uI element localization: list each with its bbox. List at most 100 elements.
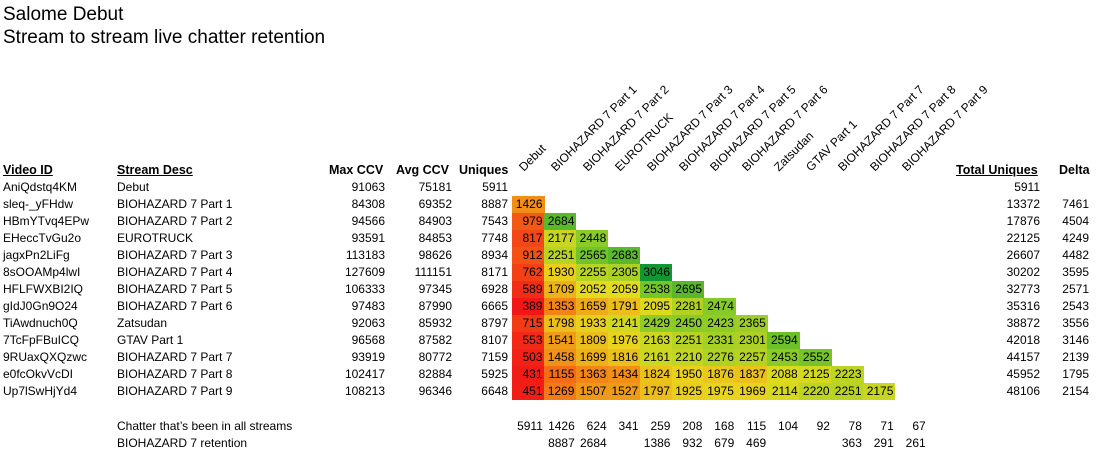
stream-desc: EUROTRUCK (117, 231, 194, 245)
delta: 3556 (1062, 316, 1089, 330)
delta: 4482 (1062, 248, 1089, 262)
retention-cell: 1837 (735, 366, 768, 383)
avg-ccv: 80772 (418, 350, 452, 364)
uniques: 8797 (481, 316, 508, 330)
max-ccv: 93591 (351, 231, 385, 245)
retention-cell: 2305 (607, 264, 641, 281)
delta: 1795 (1062, 367, 1089, 381)
retention-cell: 2114 (767, 383, 800, 400)
max-ccv: 113183 (345, 248, 385, 262)
total-uniques: 26607 (1006, 248, 1040, 262)
retention-cell: 2220 (799, 383, 832, 400)
retention-cell: 2683 (607, 247, 641, 264)
retention-cell: 2552 (799, 349, 832, 366)
uniques: 8887 (481, 197, 508, 211)
retention-cell: 553 (512, 332, 545, 349)
retention-cell: 1507 (575, 383, 609, 400)
retention-cell: 1876 (703, 366, 736, 383)
stream-desc: GTAV Part 1 (117, 333, 184, 347)
total-uniques: 48106 (1006, 384, 1040, 398)
total-uniques: 13372 (1006, 197, 1040, 211)
stream-desc: BIOHAZARD 7 Part 5 (117, 282, 233, 296)
retention-cell: 2257 (735, 349, 768, 366)
summary-value: 469 (746, 436, 767, 450)
retention-cell: 2125 (799, 366, 832, 383)
video-id: jagxPn2LiFg (3, 248, 70, 262)
video-id: Up7lSwHjYd4 (3, 384, 78, 398)
delta: 2139 (1062, 350, 1089, 364)
retention-cell: 2177 (543, 230, 577, 247)
summary-label: Chatter that’s been in all streams (117, 419, 293, 433)
retention-cell: 979 (512, 213, 545, 230)
summary-value: 78 (848, 419, 862, 433)
retention-cell: 1824 (639, 366, 673, 383)
total-uniques: 42018 (1006, 333, 1040, 347)
total-uniques: 38872 (1006, 316, 1040, 330)
retention-cell: 2095 (639, 298, 673, 315)
stream-desc: BIOHAZARD 7 Part 8 (117, 367, 233, 381)
summary-value: 1426 (548, 419, 575, 433)
retention-cell: 2538 (639, 281, 673, 298)
summary-value (767, 435, 798, 451)
retention-cell: 589 (512, 281, 545, 298)
table-row: Up7lSwHjYd4 BIOHAZARD 7 Part 9 108213 96346… (0, 383, 1097, 400)
max-ccv: 93919 (351, 350, 385, 364)
video-id: 9RUaxQXQzwc (3, 350, 88, 364)
summary-value (799, 435, 830, 451)
stream-desc: BIOHAZARD 7 Part 9 (117, 384, 233, 398)
summary-value: 261 (905, 436, 926, 450)
table-row: jagxPn2LiFg BIOHAZARD 7 Part 3 113183 98626… (0, 247, 1097, 264)
summary-value: 363 (841, 436, 862, 450)
video-id: HBmYTvq4EPw (3, 214, 90, 228)
summary-value: 168 (714, 419, 735, 433)
stream-desc: Debut (117, 180, 150, 194)
retention-cell: 1925 (671, 383, 704, 400)
uniques: 8171 (481, 265, 508, 279)
max-ccv: 92063 (351, 316, 385, 330)
avg-ccv: 87990 (418, 299, 452, 313)
retention-cell: 2175 (862, 383, 896, 400)
avg-ccv: 84903 (418, 214, 452, 228)
uniques: 6648 (481, 384, 508, 398)
retention-cell: 1527 (607, 383, 641, 400)
table-row: TiAwdnuch0Q Zatsudan 92063 85932 8797 715 1798… (0, 315, 1097, 332)
video-id: sleq-_yFHdw (3, 197, 74, 211)
max-ccv: 97483 (351, 299, 385, 313)
summary-value: 8887 (548, 436, 575, 450)
retention-cell: 2251 (543, 247, 577, 264)
summary-value: 2684 (579, 436, 607, 450)
avg-ccv: 85932 (418, 316, 452, 330)
retention-cell: 1975 (703, 383, 736, 400)
retention-cell: 2251 (831, 383, 864, 400)
summary-value: 5911 (517, 419, 543, 433)
retention-cell: 1797 (639, 383, 673, 400)
summary-value: 932 (682, 436, 703, 450)
retention-cell: 2276 (703, 349, 736, 366)
retention-cell: 2141 (607, 315, 641, 332)
header-avg-ccv: Avg CCV (396, 163, 450, 177)
table-row: EHeccTvGu2o EUROTRUCK 93591 84853 7748 817 217… (0, 230, 1097, 247)
retention-cell: 2301 (735, 332, 768, 349)
retention-cell: 2163 (639, 332, 673, 349)
avg-ccv: 75181 (418, 180, 452, 194)
retention-cell: 1458 (543, 349, 577, 366)
stream-desc: BIOHAZARD 7 Part 6 (117, 299, 233, 313)
retention-cell: 2429 (639, 315, 673, 332)
avg-ccv: 111151 (414, 265, 452, 279)
header-uniques: Uniques (459, 163, 509, 177)
retention-cell: 2161 (639, 349, 673, 366)
retention-cell: 2565 (575, 247, 609, 264)
report-title: Salome Debut (3, 4, 124, 25)
retention-cell: 2423 (703, 315, 736, 332)
retention-cell: 2450 (671, 315, 704, 332)
max-ccv: 102417 (344, 367, 385, 381)
summary-value (512, 435, 543, 451)
video-id: AniQdstq4KM (3, 180, 78, 194)
video-id: e0fcOkvVcDI (3, 367, 74, 381)
video-id: TiAwdnuch0Q (3, 316, 78, 330)
header-total-uniques: Total Uniques (956, 163, 1038, 177)
uniques: 7159 (481, 350, 508, 364)
report-subtitle: Stream to stream live chatter retention (3, 27, 326, 48)
total-uniques: 32773 (1006, 282, 1040, 296)
summary-label: BIOHAZARD 7 retention (117, 436, 248, 450)
